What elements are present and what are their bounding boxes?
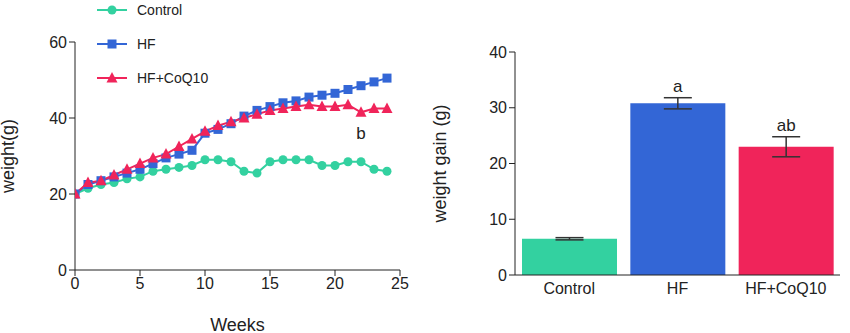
svg-text:Control: Control (543, 280, 595, 297)
svg-text:20: 20 (489, 155, 507, 172)
svg-text:0: 0 (58, 262, 67, 279)
html-text:HF+CoQ10: HF+CoQ10 (137, 70, 209, 86)
svg-text:HF+CoQ10: HF+CoQ10 (745, 280, 826, 297)
svg-text:20: 20 (326, 275, 344, 292)
svg-text:weight gain (g): weight gain (g) (430, 104, 450, 223)
svg-text:40: 40 (49, 110, 67, 127)
svg-text:weight(g): weight(g) (8, 119, 18, 194)
svg-text:15: 15 (261, 275, 279, 292)
svg-text:60: 60 (49, 34, 67, 51)
svg-text:b: b (356, 124, 365, 143)
svg-text:ab: ab (777, 116, 796, 135)
svg-text:0: 0 (498, 267, 507, 284)
svg-text:5: 5 (136, 275, 145, 292)
svg-text:20: 20 (49, 186, 67, 203)
svg-text:30: 30 (489, 99, 507, 116)
svg-text:Weeks: Weeks (210, 315, 265, 333)
html-text:HF: HF (137, 36, 156, 52)
svg-text:25: 25 (391, 275, 409, 292)
svg-text:HF: HF (667, 280, 689, 297)
svg-text:a: a (673, 77, 683, 96)
svg-text:40: 40 (489, 44, 507, 61)
html-text:Control: Control (137, 2, 183, 18)
svg-text:0: 0 (71, 275, 80, 292)
svg-text:10: 10 (489, 211, 507, 228)
svg-text:10: 10 (196, 275, 214, 292)
